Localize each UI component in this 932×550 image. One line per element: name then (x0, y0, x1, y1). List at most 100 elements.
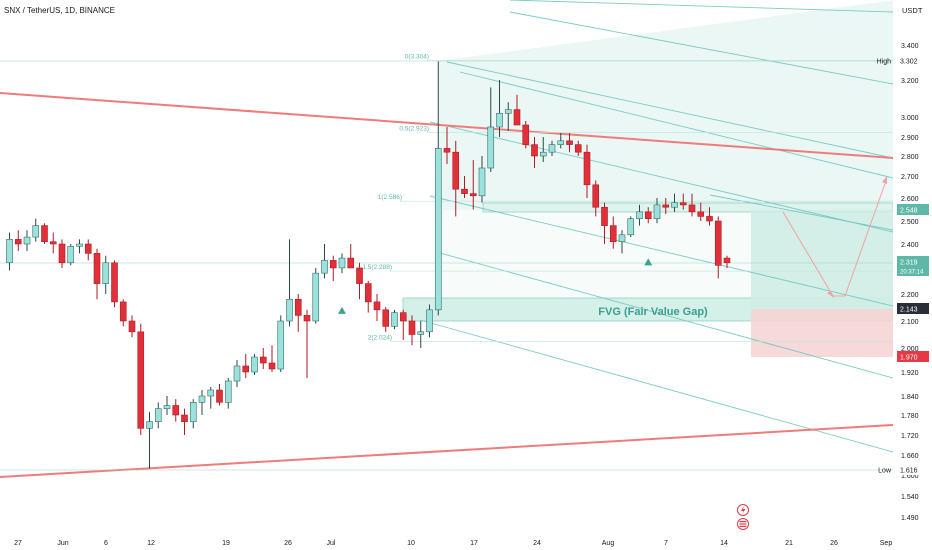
y-tick-label: 2.500 (901, 219, 919, 226)
x-tick-label: Jul (327, 540, 336, 547)
x-tick-label: 14 (720, 540, 728, 547)
channel-line (446, 61, 894, 159)
trendlines (0, 92, 894, 478)
path-arrow-head (882, 176, 887, 184)
candle-body (111, 262, 118, 303)
candle-body (233, 365, 241, 382)
candle-body (487, 126, 495, 169)
y-tick-label: 2.200 (901, 292, 919, 299)
y-tick-label: 1.600 (901, 473, 919, 480)
y-tick-label: 2.400 (901, 242, 919, 249)
symbol-title: SNX / TetherUS, 1D, BINANCE (4, 6, 115, 15)
candle-body (137, 331, 145, 429)
candle-body (469, 193, 477, 197)
y-tick-label: 2.900 (901, 135, 919, 142)
y-tick-labels: 3.400 3.200 3.000 2.900 2.800 2.700 2.600 2.500… (901, 43, 919, 522)
price-lines (0, 60, 893, 471)
candle-body (609, 225, 617, 243)
y-tick-label: 3.200 (901, 78, 919, 85)
fib-level-label: 0(3.304) (405, 54, 429, 61)
candle-body (172, 405, 180, 416)
x-tick-label: 27 (14, 540, 22, 547)
candle-body (618, 234, 626, 243)
position-zones (751, 210, 893, 357)
candle-body (242, 365, 250, 373)
candle-body (146, 421, 153, 429)
price-tag-value: 1.616 (900, 468, 918, 475)
candle-body (49, 241, 57, 245)
candle-body (303, 315, 311, 322)
candle-body (181, 414, 188, 422)
price-tag-value: 3.302 (900, 59, 918, 66)
x-tick-label: Jun (57, 540, 68, 547)
candle-body (373, 301, 381, 311)
candle-body (259, 356, 267, 364)
candle-body (189, 402, 197, 422)
fib-level-label: 0.5(2.923) (399, 125, 429, 132)
candle-body (688, 204, 696, 213)
x-tick-label: 19 (222, 540, 230, 547)
candle-body (399, 312, 407, 322)
y-tick-label: 1.720 (901, 433, 919, 440)
candle-body (566, 140, 573, 145)
signal-markers (338, 258, 653, 314)
candle-body (636, 211, 643, 220)
candle-body (347, 257, 355, 269)
price-tag-label: Low (878, 468, 892, 475)
x-tick-label: 6 (104, 540, 108, 547)
descending-trendline (0, 92, 894, 159)
ascending-trendline (0, 424, 894, 478)
x-tick-label: 26 (830, 540, 838, 547)
y-tick-label: 1.780 (901, 413, 919, 420)
target-zone (751, 210, 893, 309)
candle-body (277, 320, 285, 370)
candle-body (207, 389, 215, 397)
buy-signal-marker (644, 258, 653, 266)
y-tick-label: 2.100 (901, 319, 919, 326)
candle-body (312, 272, 320, 322)
candle-body (294, 298, 302, 316)
candle-body (67, 246, 75, 264)
channel-line (439, 252, 894, 379)
y-tick-label: 2.000 (901, 346, 919, 353)
candle-body (653, 204, 661, 220)
fib-level-label: 2(2.024) (368, 335, 392, 342)
price-tag-value: 2.548 (900, 208, 918, 215)
candle-body (329, 260, 337, 269)
projected-path (782, 176, 888, 298)
price-tag-box (897, 351, 929, 362)
candle-body (382, 309, 390, 327)
price-tag-value: 2.143 (900, 307, 918, 314)
price-tag-box (897, 204, 929, 215)
candle-body (574, 144, 582, 153)
candle-body (93, 253, 101, 284)
x-tick-label: 26 (284, 540, 292, 547)
candle-body (706, 216, 713, 222)
fib-zone-upper (438, 0, 895, 210)
fib-level-label: 1.5(2.288) (362, 264, 392, 271)
candle-body (697, 211, 705, 217)
lightning-icon[interactable] (737, 504, 749, 516)
candle-body (128, 320, 136, 333)
channel-line (429, 121, 894, 233)
candle-body (338, 257, 346, 269)
stop-zone (751, 309, 893, 357)
channel-line (509, 0, 894, 13)
candle-body (714, 220, 722, 266)
candle-body (679, 202, 687, 206)
candle-body (119, 301, 127, 322)
candle-body (198, 395, 206, 403)
candle-body (286, 298, 293, 322)
channel-line (459, 71, 894, 179)
candle-body (163, 405, 171, 409)
y-tick-label: 3.400 (901, 43, 919, 50)
flag-icon[interactable] (737, 518, 749, 530)
y-tick-label: 2.800 (901, 154, 919, 161)
x-tick-label: Aug (602, 540, 615, 547)
candle-body (102, 262, 110, 284)
candle-body (84, 243, 92, 254)
time-axis[interactable] (0, 534, 893, 550)
price-tag-box (897, 55, 929, 66)
candle-body (216, 389, 223, 403)
